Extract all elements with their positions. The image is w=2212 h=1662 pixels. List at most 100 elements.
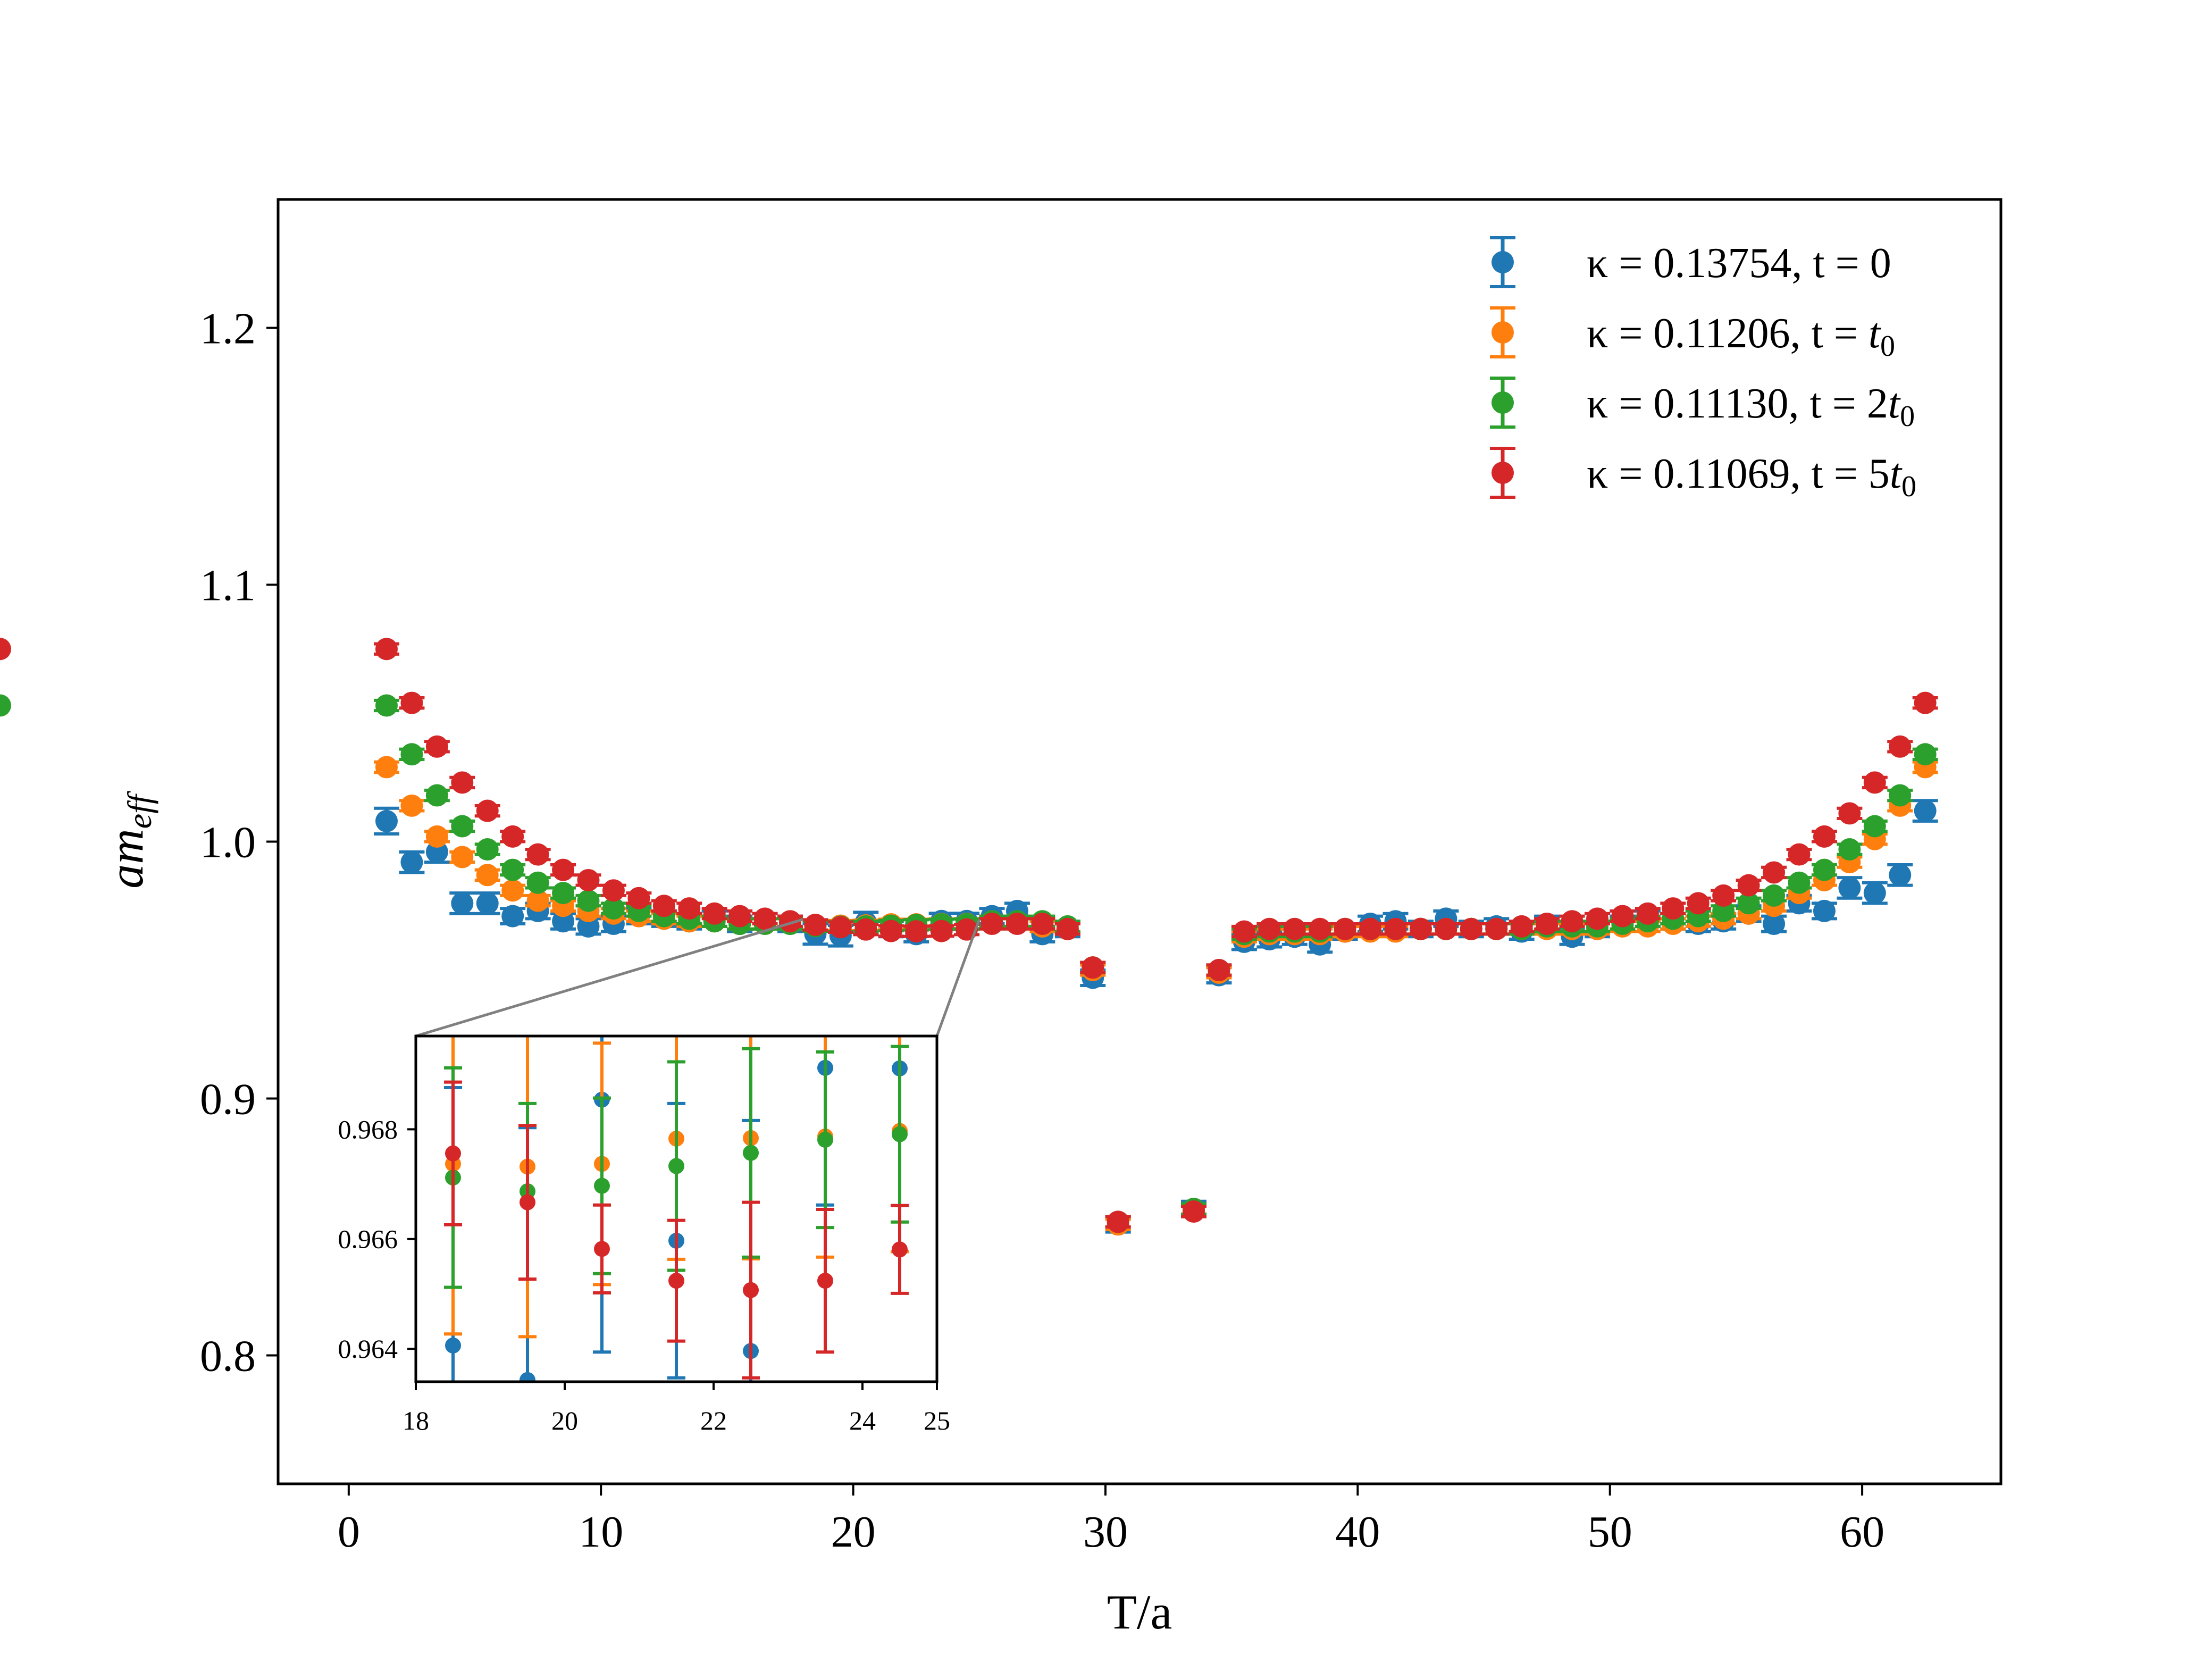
zoom-line-right bbox=[935, 918, 981, 1037]
data-point bbox=[1635, 902, 1661, 925]
data-point bbox=[626, 887, 652, 909]
data-point bbox=[518, 1124, 537, 1281]
data-marker bbox=[804, 913, 827, 936]
data-marker bbox=[1813, 825, 1836, 848]
data-marker bbox=[753, 907, 776, 930]
data-point bbox=[878, 920, 904, 942]
data-point bbox=[1281, 917, 1308, 940]
data-marker bbox=[1763, 861, 1786, 884]
data-marker bbox=[501, 858, 524, 881]
zoom-line-left bbox=[415, 918, 803, 1038]
data-point bbox=[399, 794, 425, 817]
data-point bbox=[1256, 917, 1283, 940]
data-point bbox=[525, 843, 551, 866]
data-point bbox=[600, 897, 626, 920]
data-marker bbox=[1737, 892, 1760, 915]
x-tick-label: 20 bbox=[831, 1507, 876, 1557]
inset-x-tick-label: 18 bbox=[403, 1406, 429, 1435]
data-point bbox=[1584, 907, 1610, 930]
data-point bbox=[424, 735, 450, 758]
data-point bbox=[1711, 884, 1737, 907]
data-marker bbox=[1611, 905, 1634, 928]
y-tick-label: 1.1 bbox=[200, 561, 256, 611]
data-point bbox=[1490, 377, 1515, 429]
data-marker bbox=[552, 882, 575, 905]
data-point bbox=[575, 915, 601, 938]
data-marker bbox=[594, 1177, 610, 1194]
inset-clipped-marks bbox=[444, 1036, 909, 1382]
data-marker bbox=[1334, 917, 1356, 940]
data-point bbox=[373, 756, 399, 779]
data-marker bbox=[1258, 917, 1281, 940]
data-point bbox=[1912, 691, 1938, 714]
data-point bbox=[1490, 447, 1515, 499]
data-point bbox=[1407, 917, 1434, 940]
data-marker bbox=[1914, 691, 1937, 714]
data-marker bbox=[1712, 884, 1735, 907]
data-point bbox=[1811, 825, 1837, 848]
data-marker bbox=[0, 638, 11, 661]
legend-label-subscript: 0 bbox=[1900, 400, 1915, 433]
data-point bbox=[399, 691, 425, 714]
data-point bbox=[500, 905, 526, 928]
data-point bbox=[593, 1203, 611, 1294]
data-point bbox=[550, 882, 576, 905]
x-tick-label: 0 bbox=[338, 1507, 360, 1557]
data-marker bbox=[1561, 910, 1583, 933]
data-point bbox=[1534, 913, 1560, 936]
data-point bbox=[928, 920, 954, 942]
data-marker bbox=[1586, 907, 1608, 930]
data-point bbox=[1862, 771, 1888, 794]
data-marker bbox=[1492, 251, 1514, 273]
data-point bbox=[1206, 959, 1232, 981]
x-tick-label: 40 bbox=[1335, 1507, 1380, 1557]
data-marker bbox=[1662, 897, 1685, 920]
data-marker bbox=[1838, 838, 1861, 861]
data-point bbox=[424, 825, 450, 848]
data-point bbox=[1786, 843, 1812, 866]
main-plot-marks bbox=[0, 638, 1938, 1236]
data-point bbox=[1912, 799, 1938, 823]
data-marker bbox=[1309, 917, 1331, 940]
data-point bbox=[1837, 876, 1863, 900]
data-point bbox=[600, 879, 626, 902]
data-marker bbox=[1485, 917, 1508, 940]
data-point bbox=[903, 920, 929, 943]
legend: κ = 0.13754, t = 0κ = 0.11206, t = t0κ =… bbox=[1490, 236, 1916, 503]
data-marker bbox=[1788, 871, 1811, 894]
legend-label-text: κ = 0.13754, t = 0 bbox=[1587, 240, 1891, 287]
x-tick-label: 60 bbox=[1840, 1507, 1884, 1557]
data-point bbox=[676, 897, 702, 920]
data-marker bbox=[1384, 917, 1407, 940]
data-point bbox=[1358, 917, 1384, 940]
data-marker bbox=[476, 838, 499, 861]
legend-label: κ = 0.11069, t = 5t0 bbox=[1587, 450, 1916, 503]
data-point bbox=[0, 638, 11, 661]
data-point bbox=[474, 838, 500, 861]
y-axis-label: ameff bbox=[99, 790, 158, 889]
data-point bbox=[827, 916, 853, 939]
data-point bbox=[1862, 881, 1888, 905]
data-point bbox=[500, 879, 526, 902]
data-point bbox=[1433, 917, 1459, 940]
data-marker bbox=[400, 743, 423, 766]
zoom-indicator-lines bbox=[415, 918, 981, 1038]
data-marker bbox=[1813, 858, 1836, 881]
data-marker bbox=[1712, 899, 1735, 922]
data-marker bbox=[577, 889, 600, 912]
data-marker bbox=[1863, 815, 1886, 838]
data-marker bbox=[1889, 784, 1912, 807]
data-marker bbox=[501, 905, 524, 928]
data-marker bbox=[1460, 917, 1482, 940]
legend-label-subscript: 0 bbox=[1901, 470, 1916, 503]
data-point bbox=[449, 891, 475, 915]
legend-label-t: t bbox=[1890, 450, 1903, 497]
data-marker bbox=[425, 825, 448, 848]
data-point bbox=[979, 913, 1005, 936]
inset-zoom-plot: 18 20 22 24 25 0.964 0.966 0.968 bbox=[338, 1034, 950, 1435]
data-point bbox=[891, 1204, 909, 1295]
data-marker bbox=[1763, 913, 1786, 936]
data-point bbox=[373, 806, 399, 836]
data-point bbox=[575, 889, 601, 912]
data-point bbox=[1105, 1210, 1131, 1233]
